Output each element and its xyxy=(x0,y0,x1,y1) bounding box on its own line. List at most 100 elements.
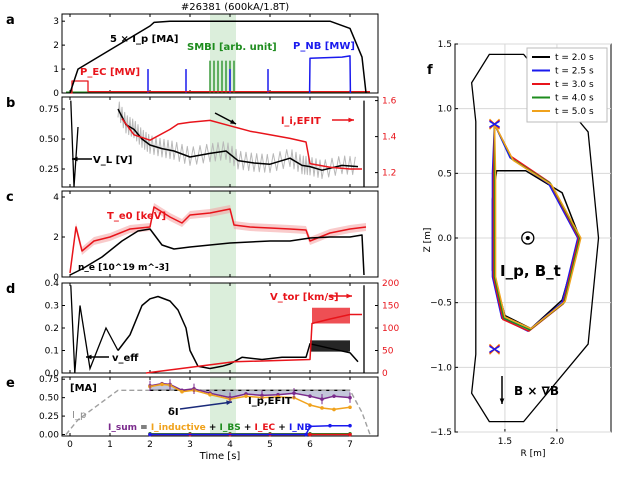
legend-entry: t = 5.0 s xyxy=(555,107,594,117)
current-point xyxy=(320,406,324,410)
current-dot xyxy=(525,236,530,240)
flux-surface-3 xyxy=(493,123,581,331)
y-tick-label-right: 0 xyxy=(382,369,388,379)
current-point xyxy=(348,405,352,410)
y-tick-label: 0.25 xyxy=(39,412,59,422)
y-tick-label: 0.1 xyxy=(45,347,59,357)
y-tick-label: −1.5 xyxy=(430,428,452,438)
x-tick-label: 0 xyxy=(67,440,73,450)
axes-frame xyxy=(61,13,379,94)
smbi-band xyxy=(210,283,236,373)
label-dI: δI xyxy=(168,407,179,418)
legend-entry: t = 2.0 s xyxy=(555,53,594,63)
arrow-trend-head xyxy=(230,119,236,124)
current-symbol xyxy=(521,231,535,245)
x-point-mark xyxy=(489,120,500,128)
current-point xyxy=(148,432,152,437)
axes-frame xyxy=(61,376,379,437)
legend-entry: t = 4.0 s xyxy=(555,94,594,104)
equation-part: I_BS xyxy=(220,423,241,433)
current-point xyxy=(348,423,352,428)
equation-part: = xyxy=(137,423,151,433)
y-tick-label: 0.4 xyxy=(45,279,60,289)
panel-a: a 0 1 2 3 5 × I_p [MA] P_EC [MW] SMBI [arb. uni… xyxy=(6,13,379,99)
vl-startup xyxy=(70,100,79,188)
x-tick-label: 2.0 xyxy=(550,437,565,447)
pec-line xyxy=(70,80,370,94)
y-tick-label: 0.50 xyxy=(39,135,59,145)
arrow-drift-head xyxy=(499,398,505,404)
label-pec: P_EC [MW] xyxy=(80,67,140,78)
y-tick-label: 0.00 xyxy=(39,431,59,441)
y-tick-label-right: 1.4 xyxy=(382,133,397,143)
x-tick-label: 2 xyxy=(147,440,153,450)
x-tick-label: 3 xyxy=(187,440,193,450)
label-pnb: P_NB [MW] xyxy=(293,41,355,52)
y-tick-label: 0.2 xyxy=(45,324,59,334)
x-tick-label: 4 xyxy=(227,440,233,450)
equation-part: I_inductive xyxy=(151,423,206,433)
current-point xyxy=(332,407,336,412)
y-tick-label: 0.25 xyxy=(39,165,59,175)
vl-noise xyxy=(117,101,356,180)
y-axis-label: Z [m] xyxy=(423,228,433,253)
current-point xyxy=(308,394,312,398)
x-tick-label: 5 xyxy=(267,440,273,450)
panel-c: c 0 2 4 T_e0 [keV] n_e [10^19 m^-3] xyxy=(6,190,379,283)
axes-frame xyxy=(61,190,379,278)
label-unit: [MA] xyxy=(70,383,97,394)
current-point xyxy=(208,392,212,397)
li-line xyxy=(121,118,362,170)
y-tick-label-right: 1.2 xyxy=(382,169,396,179)
equation-part: I_sum xyxy=(108,423,137,433)
current-point xyxy=(348,432,352,437)
panel-e: e 0.00 0.25 0.50 0.75 0 1 2 3 4 5 6 7 Time [s] [MA] I_p… xyxy=(6,375,379,462)
ip-line xyxy=(69,20,367,94)
arrow-veff-head xyxy=(86,354,92,360)
legend: t = 2.0 s t = 2.5 s t = 3.0 s t = 4.0 s t = … xyxy=(526,47,608,123)
y-tick-label: −1.0 xyxy=(430,363,452,373)
y-tick-label: 0.0 xyxy=(438,234,453,244)
x-axis-label: R [m] xyxy=(521,449,546,459)
equation-part: + xyxy=(275,423,289,433)
equation-part: I_NB xyxy=(289,423,311,433)
x-tick-label: 1 xyxy=(107,440,113,450)
y-tick-label: 2 xyxy=(53,41,59,51)
current-point xyxy=(304,432,308,437)
x-point-mark xyxy=(489,345,500,353)
current-point xyxy=(308,424,312,429)
smbi-band xyxy=(210,377,236,436)
flux-surface-0 xyxy=(491,169,581,330)
vl-line xyxy=(117,108,359,171)
y-tick-label: 1.5 xyxy=(438,40,452,50)
flux-surface-4 xyxy=(493,123,582,330)
arrow-vtor-head xyxy=(346,293,352,299)
label-current: I_p, B_t xyxy=(500,262,561,280)
pnb-line xyxy=(308,55,352,94)
arrow-li-head xyxy=(348,117,354,123)
y-tick-label-right: 50 xyxy=(382,347,394,357)
panel-letter: a xyxy=(6,13,15,28)
label-vtor: V_tor [km/s] xyxy=(270,292,339,303)
y-tick-label: 0.5 xyxy=(438,169,452,179)
legend-entry: t = 3.0 s xyxy=(555,80,594,90)
veff-noise xyxy=(310,340,350,352)
x-tick-label: 1.5 xyxy=(498,437,512,447)
y-tick-label: 0.75 xyxy=(39,105,59,115)
panel-f: f 1.5 2.0 −1.5 −1.0 −0.5 0.0 0.5 1.0 1.5 R [m] Z [m… xyxy=(423,40,612,459)
current-point xyxy=(308,432,312,437)
label-ip: 5 × I_p [MA] xyxy=(110,34,179,45)
current-point xyxy=(276,395,280,399)
current-point xyxy=(328,423,332,428)
y-tick-label: 0.75 xyxy=(39,375,59,385)
y-tick-label: 0.50 xyxy=(39,394,59,404)
current-point xyxy=(244,394,248,398)
y-tick-label: 0.3 xyxy=(45,302,59,312)
current-point xyxy=(308,403,312,407)
te-line xyxy=(69,206,367,274)
label-smbi: SMBI [arb. unit] xyxy=(187,42,277,53)
current-point xyxy=(332,394,336,398)
label-efit: I_p,EFIT xyxy=(248,396,292,407)
legend-entry: t = 2.5 s xyxy=(555,67,594,77)
panel-letter: f xyxy=(427,63,433,78)
